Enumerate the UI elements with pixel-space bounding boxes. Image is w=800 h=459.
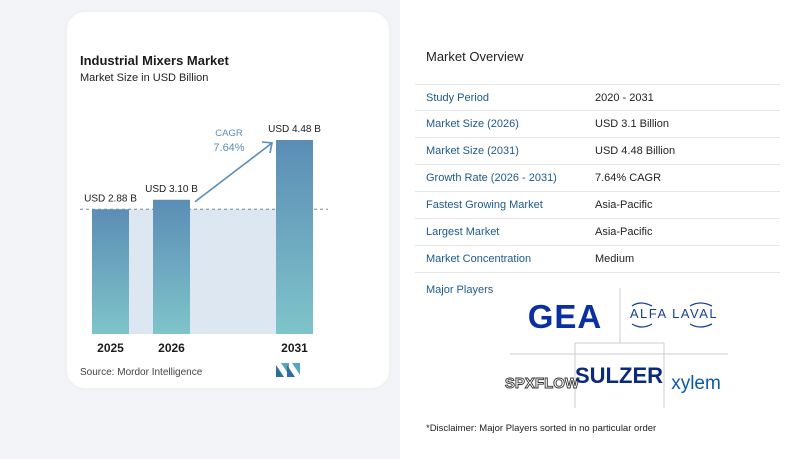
cagr-label: CAGR — [215, 128, 243, 139]
x-tick-2031: 2031 — [281, 341, 308, 355]
bar-label-2025: USD 2.88 B — [84, 193, 137, 204]
mordor-intelligence-logo — [276, 363, 300, 377]
bar-2031 — [276, 140, 313, 334]
x-tick-2025: 2025 — [97, 341, 124, 355]
overview-row-label: Market Size (2026) — [426, 118, 519, 130]
cagr-value: 7.64% — [213, 142, 244, 154]
overview-row-value: USD 4.48 Billion — [595, 145, 676, 157]
overview-row-label: Largest Market — [426, 226, 500, 238]
major-players-title: Major Players — [426, 284, 494, 296]
bar-2026 — [153, 199, 190, 334]
chart-subtitle: Market Size in USD Billion — [80, 72, 209, 84]
x-tick-2026: 2026 — [158, 341, 185, 355]
highlight-band — [190, 209, 276, 334]
chart-title: Industrial Mixers Market — [80, 53, 229, 68]
source-note: Source: Mordor Intelligence — [80, 367, 203, 378]
overview-row-label: Market Size (2031) — [426, 145, 519, 157]
highlight-band-left — [129, 209, 153, 334]
cagr-arrow-head — [261, 141, 273, 154]
overview-row-value: 2020 - 2031 — [595, 92, 654, 104]
overview-row-value: Asia-Pacific — [595, 226, 653, 238]
overview-row: Fastest Growing Market Asia-Pacific — [415, 192, 780, 219]
overview-row-label: Fastest Growing Market — [426, 199, 543, 211]
overview-row: Market Size (2031) USD 4.48 Billion — [415, 138, 780, 165]
market-overview-panel — [400, 0, 800, 459]
overview-row: Study Period 2020 - 2031 — [415, 84, 780, 111]
overview-row-value: Medium — [595, 253, 635, 265]
overview-row: Market Size (2026) USD 3.1 Billion — [415, 111, 780, 138]
overview-row-label: Growth Rate (2026 - 2031) — [426, 172, 557, 184]
bar-label-2031: USD 4.48 B — [268, 124, 321, 135]
overview-row-label: Study Period — [426, 92, 489, 104]
overview-row: Growth Rate (2026 - 2031) 7.64% CAGR — [415, 165, 780, 192]
overview-row-label: Market Concentration — [426, 253, 532, 265]
overview-row-value: USD 3.1 Billion — [595, 118, 669, 130]
overview-row-value: Asia-Pacific — [595, 199, 653, 211]
bar-chart: USD 2.88 B USD 3.10 B USD 4.48 B 2025 2026 2… — [80, 124, 328, 355]
overview-row: Market Concentration Medium — [415, 246, 780, 273]
overview-row-value: 7.64% CAGR — [595, 172, 662, 184]
cagr-arrow — [194, 142, 273, 203]
bar-label-2026: USD 3.10 B — [145, 184, 198, 195]
bar-2025 — [92, 209, 129, 334]
overview-row: Largest Market Asia-Pacific — [415, 219, 780, 246]
disclaimer: *Disclaimer: Major Players sorted in no … — [426, 423, 657, 434]
overview-title: Market Overview — [426, 49, 524, 64]
